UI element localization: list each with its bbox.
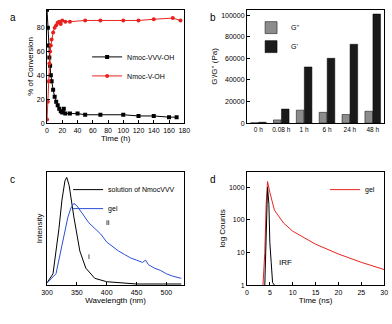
svg-text:140: 140 bbox=[148, 127, 160, 134]
svg-text:G'': G'' bbox=[291, 24, 299, 31]
svg-text:160: 160 bbox=[163, 127, 175, 134]
svg-text:Intensity: Intensity bbox=[35, 214, 44, 244]
svg-text:c: c bbox=[10, 174, 15, 185]
svg-text:10: 10 bbox=[237, 249, 245, 256]
svg-text:0 h: 0 h bbox=[254, 126, 263, 133]
svg-text:100: 100 bbox=[117, 127, 129, 134]
svg-text:IRF: IRF bbox=[279, 258, 292, 267]
svg-text:300: 300 bbox=[41, 289, 53, 296]
svg-text:gel: gel bbox=[108, 205, 118, 213]
svg-text:450: 450 bbox=[131, 289, 143, 296]
svg-text:solution of NmocVVV: solution of NmocVVV bbox=[108, 186, 174, 193]
svg-text:20: 20 bbox=[335, 289, 343, 296]
svg-text:500: 500 bbox=[160, 289, 172, 296]
svg-text:40: 40 bbox=[74, 127, 82, 134]
svg-text:350: 350 bbox=[71, 289, 83, 296]
svg-text:Nmoc-V-OH: Nmoc-V-OH bbox=[127, 73, 165, 80]
svg-text:d: d bbox=[210, 174, 216, 185]
svg-text:% of Conversion: % of Conversion bbox=[26, 37, 35, 96]
svg-text:i: i bbox=[88, 252, 90, 261]
svg-text:30: 30 bbox=[380, 289, 388, 296]
svg-text:gel: gel bbox=[365, 186, 375, 194]
svg-text:0: 0 bbox=[45, 127, 49, 134]
svg-text:80: 80 bbox=[104, 127, 112, 134]
svg-text:Time (h): Time (h) bbox=[101, 134, 131, 143]
svg-text:180: 180 bbox=[178, 127, 190, 134]
svg-text:ii: ii bbox=[106, 218, 110, 227]
svg-text:25: 25 bbox=[357, 289, 365, 296]
svg-text:Nmoc-VVV-OH: Nmoc-VVV-OH bbox=[127, 54, 174, 61]
svg-text:48 h: 48 h bbox=[366, 126, 379, 133]
svg-text:60000: 60000 bbox=[225, 55, 245, 62]
svg-text:b: b bbox=[210, 12, 216, 23]
svg-text:24 h: 24 h bbox=[344, 126, 357, 133]
svg-text:G': G' bbox=[291, 43, 298, 50]
svg-text:80: 80 bbox=[37, 24, 45, 31]
svg-text:40: 40 bbox=[37, 72, 45, 79]
svg-text:0: 0 bbox=[41, 120, 45, 127]
svg-text:40000: 40000 bbox=[225, 76, 245, 83]
svg-text:1 h: 1 h bbox=[300, 126, 309, 133]
svg-text:6 h: 6 h bbox=[322, 126, 331, 133]
svg-text:G'/G'' (Pa): G'/G'' (Pa) bbox=[210, 48, 219, 85]
svg-text:400: 400 bbox=[101, 289, 113, 296]
svg-text:15: 15 bbox=[312, 289, 320, 296]
svg-text:60: 60 bbox=[89, 127, 97, 134]
svg-text:Time (ns): Time (ns) bbox=[299, 296, 333, 305]
svg-text:log Counts: log Counts bbox=[218, 209, 227, 247]
svg-text:10: 10 bbox=[289, 289, 297, 296]
svg-text:20000: 20000 bbox=[225, 98, 245, 105]
svg-text:60: 60 bbox=[37, 48, 45, 55]
svg-text:100000: 100000 bbox=[221, 12, 244, 19]
svg-text:0: 0 bbox=[245, 289, 249, 296]
svg-text:1000: 1000 bbox=[229, 184, 245, 191]
svg-text:20: 20 bbox=[37, 96, 45, 103]
svg-text:1: 1 bbox=[241, 282, 245, 289]
svg-text:Wavelength (nm): Wavelength (nm) bbox=[85, 296, 146, 305]
svg-text:0.08 h: 0.08 h bbox=[272, 126, 290, 133]
svg-text:100: 100 bbox=[233, 216, 245, 223]
svg-text:80000: 80000 bbox=[225, 33, 245, 40]
svg-text:a: a bbox=[10, 12, 16, 23]
svg-text:120: 120 bbox=[133, 127, 145, 134]
svg-text:5: 5 bbox=[268, 289, 272, 296]
svg-text:0: 0 bbox=[241, 120, 245, 127]
svg-text:20: 20 bbox=[58, 127, 66, 134]
